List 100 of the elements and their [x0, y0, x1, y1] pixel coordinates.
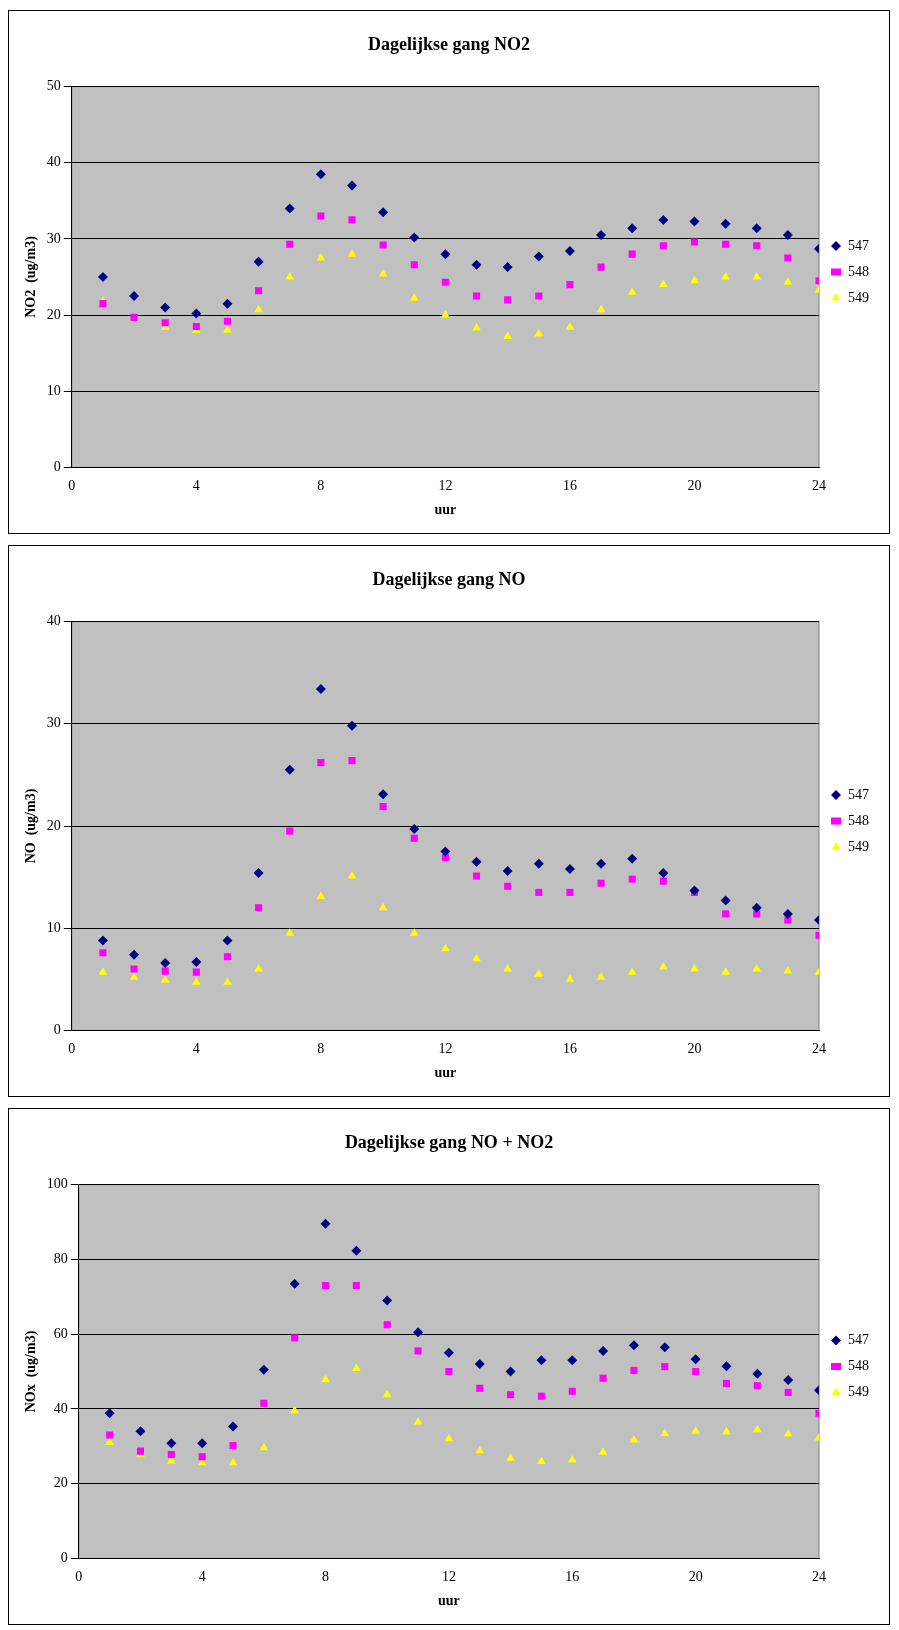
point — [382, 1295, 393, 1306]
point — [97, 935, 108, 946]
legend-label: 549 — [848, 1384, 869, 1400]
point — [782, 908, 793, 919]
legend-label: 548 — [848, 1358, 869, 1374]
point — [258, 1364, 269, 1375]
point — [720, 895, 731, 906]
point — [692, 1367, 700, 1376]
point — [322, 1281, 330, 1290]
point — [378, 268, 388, 277]
point — [317, 759, 325, 767]
point — [98, 967, 108, 975]
point — [784, 254, 792, 262]
point — [409, 232, 420, 243]
point — [191, 308, 202, 319]
x-tick-label: 24 — [812, 1569, 826, 1585]
point — [291, 1334, 299, 1342]
legend-label: 548 — [848, 263, 869, 279]
point — [259, 1442, 269, 1451]
point — [753, 1382, 761, 1390]
point — [379, 803, 387, 811]
y-tick-label: 0 — [60, 1550, 68, 1566]
point — [441, 278, 449, 286]
point — [444, 1433, 454, 1442]
x-tick-label: 24 — [812, 1041, 826, 1057]
point — [347, 180, 357, 191]
point — [783, 1428, 793, 1437]
point — [783, 277, 793, 285]
x-tick-label: 0 — [75, 1569, 83, 1585]
point — [228, 1421, 239, 1432]
y-tick-label: 20 — [46, 306, 61, 322]
point — [721, 967, 730, 975]
point — [475, 1445, 485, 1454]
point — [255, 287, 263, 295]
point — [347, 871, 357, 879]
x-tick-label: 24 — [812, 478, 826, 494]
point — [722, 910, 730, 918]
point — [409, 293, 419, 301]
point — [722, 240, 730, 248]
point — [533, 251, 544, 262]
point — [503, 331, 512, 339]
point — [443, 1347, 454, 1358]
point — [166, 1438, 177, 1449]
point — [783, 1375, 794, 1386]
point — [286, 827, 294, 835]
point — [160, 957, 171, 968]
point — [503, 964, 512, 972]
point — [222, 298, 233, 309]
point — [566, 281, 574, 289]
point — [413, 1327, 424, 1338]
point — [596, 972, 606, 980]
point — [659, 1342, 670, 1353]
legend-label: 547 — [848, 1332, 869, 1348]
point — [596, 304, 606, 313]
x-tick-label: 16 — [565, 1569, 580, 1585]
point — [661, 1363, 669, 1371]
y-tick-label: 0 — [53, 459, 61, 475]
point — [752, 1368, 763, 1379]
point — [160, 975, 170, 983]
chart-title: Dagelijkse gang NO + NO2 — [344, 1132, 554, 1153]
chart-title: Dagelijkse gang NO — [372, 569, 526, 590]
point — [97, 272, 108, 282]
point — [129, 972, 139, 980]
point — [751, 902, 762, 913]
point — [533, 858, 544, 869]
point — [348, 216, 356, 224]
point — [254, 304, 263, 313]
point — [502, 262, 513, 273]
point — [445, 1367, 453, 1376]
legend-label: 548 — [848, 812, 869, 828]
point — [378, 789, 389, 800]
point — [504, 882, 512, 890]
x-axis-title: uur — [434, 502, 457, 518]
point — [253, 868, 264, 879]
point — [660, 1428, 670, 1437]
point — [192, 968, 200, 976]
point — [284, 203, 295, 214]
y-axis-title: NOx (ug/m3) — [23, 1330, 40, 1413]
point — [598, 1447, 608, 1455]
point — [722, 1427, 731, 1435]
point — [782, 230, 793, 241]
point — [565, 974, 575, 982]
point — [472, 953, 481, 962]
point — [690, 275, 699, 284]
y-tick-label: 10 — [46, 382, 61, 398]
point — [378, 207, 389, 218]
point — [223, 325, 232, 333]
x-tick-label: 8 — [317, 478, 325, 494]
point — [535, 888, 543, 896]
x-tick-label: 20 — [687, 478, 702, 494]
x-tick-label: 16 — [562, 478, 577, 494]
point — [507, 1391, 515, 1399]
point — [689, 216, 700, 227]
point — [534, 329, 544, 337]
point — [378, 902, 388, 911]
point — [753, 242, 761, 250]
point — [598, 1345, 609, 1356]
point — [564, 246, 575, 257]
point — [691, 1426, 700, 1434]
point — [441, 943, 450, 952]
